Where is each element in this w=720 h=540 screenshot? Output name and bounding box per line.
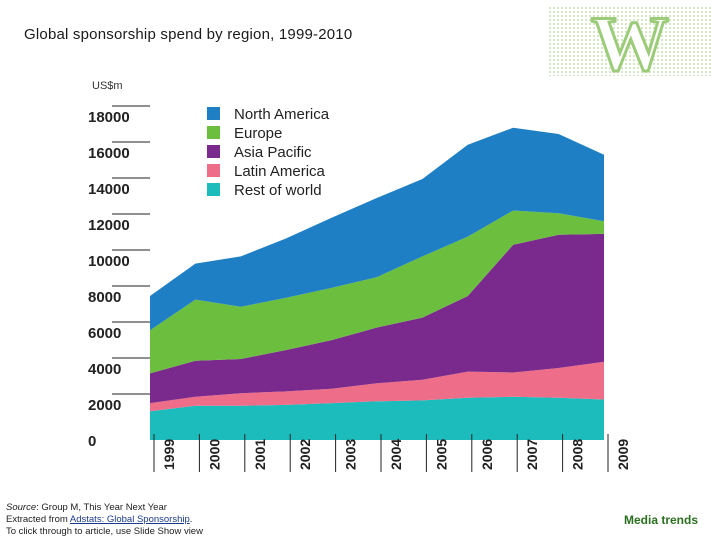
legend-label: Europe [234, 125, 282, 142]
x-tick-labels: 1999 2000 2001 2002 2003 2004 2005 2006 2007 2008… [153, 434, 631, 472]
extracted-suffix: . [189, 514, 193, 525]
x-tick-label: 2000 [206, 439, 222, 470]
legend-swatch [207, 145, 220, 158]
y-tick-label: 8000 [88, 289, 121, 306]
area-rest-of-world [150, 396, 604, 440]
y-tick-label: 16000 [88, 145, 130, 162]
media-trends-label: Media trends [623, 513, 698, 527]
area-latin-america [150, 361, 604, 412]
x-tick-label: 2005 [433, 439, 449, 470]
y-tick-label: 14000 [88, 181, 130, 198]
x-tick-label: 2004 [388, 439, 404, 470]
legend: North America Europe Asia Pacific Latin Ame… [207, 106, 330, 199]
legend-swatch [207, 126, 220, 139]
legend-label: Asia Pacific [234, 144, 312, 161]
legend-swatch [207, 183, 220, 196]
area-asia-pacific [150, 233, 604, 404]
x-tick-label: 2006 [479, 439, 495, 470]
x-tick-label: 2008 [570, 439, 586, 470]
y-tick-labels: 0 2000 4000 6000 8000 10000 12000 14000 16000 180… [88, 109, 130, 450]
slide-title: Global sponsorship spend by region, 1999… [24, 26, 353, 43]
extracted-prefix: Extracted from [6, 514, 70, 525]
area-north-america [150, 127, 604, 331]
y-tick-label: 4000 [88, 361, 121, 378]
legend-label: Latin America [234, 163, 326, 180]
y-tick-label: 12000 [88, 217, 130, 234]
source-label: Source [6, 502, 37, 513]
x-tick-label: 2003 [343, 439, 359, 470]
x-tick-label: 1999 [161, 439, 177, 470]
y-tick-label: 2000 [88, 397, 121, 414]
brand-logo: W [548, 6, 712, 76]
x-tick-label: 2007 [524, 439, 540, 470]
area-europe [150, 210, 604, 374]
footer-source: Source: Group M, This Year Next Year Ext… [6, 502, 203, 538]
source-text: : Group M, This Year Next Year [36, 502, 167, 513]
y-tick-label: 6000 [88, 325, 121, 342]
click-through-note: To click through to article, use Slide S… [6, 526, 203, 537]
legend-swatch [207, 107, 220, 120]
legend-swatch [207, 164, 220, 177]
legend-label: North America [234, 106, 330, 123]
stacked-area-chart: 0 2000 4000 6000 8000 10000 12000 14000 16000 180… [88, 105, 631, 472]
area-series [150, 127, 604, 440]
y-tick-label: 10000 [88, 253, 130, 270]
y-tick-label: 18000 [88, 109, 130, 126]
x-tick-label: 2001 [252, 439, 268, 470]
logo-letter: W [591, 6, 669, 76]
y-tick-label: 0 [88, 433, 96, 450]
legend-label: Rest of world [234, 182, 322, 199]
x-tick-label: 2002 [297, 439, 313, 470]
article-link[interactable]: Adstats: Global Sponsorship [69, 514, 190, 525]
y-axis-unit: US$m [92, 80, 123, 92]
gridlines [112, 105, 150, 395]
x-tick-label: 2009 [615, 439, 631, 470]
